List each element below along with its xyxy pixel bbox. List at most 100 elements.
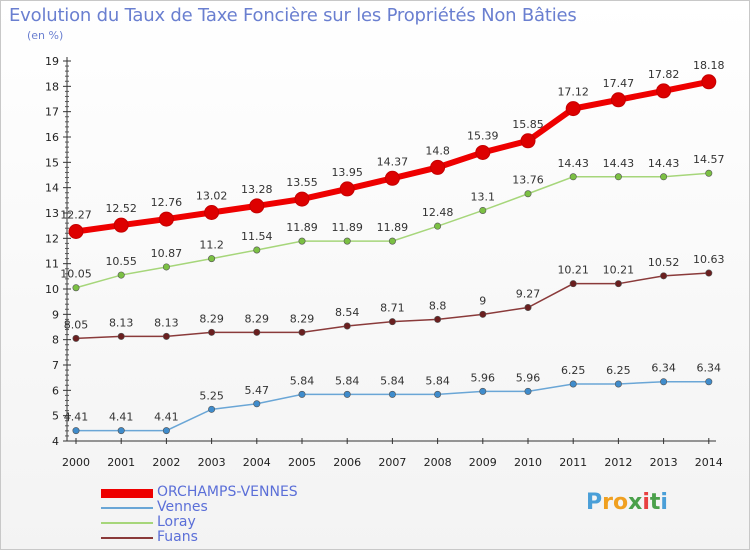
y-tick-label: 19	[45, 55, 59, 68]
data-point	[162, 332, 170, 340]
data-label: 8.54	[335, 306, 360, 319]
chart-title: Evolution du Taux de Taxe Foncière sur l…	[9, 5, 577, 26]
data-point	[162, 263, 170, 271]
data-label: 13.28	[241, 183, 273, 196]
data-point	[298, 390, 306, 398]
data-label: 9	[479, 294, 486, 307]
legend-swatch	[101, 489, 153, 498]
data-label: 8.13	[154, 316, 179, 329]
data-point	[388, 390, 396, 398]
data-point	[72, 284, 80, 292]
data-point	[253, 400, 261, 408]
data-point	[72, 427, 80, 435]
x-tick-label: 2004	[243, 456, 271, 469]
data-point	[705, 378, 713, 386]
data-label: 14.43	[603, 157, 635, 170]
data-label: 10.87	[151, 247, 183, 260]
data-point	[614, 173, 622, 181]
x-tick-label: 2012	[604, 456, 632, 469]
data-point	[701, 74, 717, 90]
data-label: 5.96	[516, 371, 541, 384]
logo-letter: t	[649, 490, 661, 515]
data-point	[614, 280, 622, 288]
data-label: 18.18	[693, 59, 725, 72]
legend-item-vennes: Vennes	[101, 499, 401, 515]
data-label: 10.05	[60, 268, 92, 281]
data-label: 12.48	[422, 206, 454, 219]
data-label: 5.84	[380, 374, 405, 387]
data-point	[117, 427, 125, 435]
data-point	[117, 332, 125, 340]
legend-swatch	[101, 537, 153, 539]
data-point	[660, 272, 668, 280]
y-tick-label: 12	[45, 232, 59, 245]
logo-letter: i	[642, 490, 650, 515]
data-point	[569, 280, 577, 288]
data-label: 8.29	[290, 312, 315, 325]
data-point	[339, 181, 355, 197]
y-tick-label: 11	[45, 258, 59, 271]
x-tick-label: 2006	[333, 456, 361, 469]
data-label: 12.52	[105, 202, 137, 215]
x-tick-label: 2001	[107, 456, 135, 469]
data-label: 14.57	[693, 153, 725, 166]
data-label: 8.29	[199, 312, 224, 325]
y-tick-label: 13	[45, 207, 59, 220]
legend-swatch	[101, 507, 153, 509]
x-tick-label: 2014	[695, 456, 723, 469]
data-point	[660, 378, 668, 386]
y-tick-label: 7	[52, 359, 59, 372]
data-point	[343, 322, 351, 330]
y-tick-label: 5	[52, 410, 59, 423]
y-tick-label: 17	[45, 106, 59, 119]
legend-label: Loray	[157, 514, 196, 530]
data-point	[72, 334, 80, 342]
logo-letter: r	[602, 490, 613, 515]
data-point	[479, 310, 487, 318]
x-tick-label: 2011	[559, 456, 587, 469]
logo-letter: P	[586, 490, 603, 515]
x-tick-label: 2000	[62, 456, 90, 469]
y-tick-label: 14	[45, 182, 59, 195]
data-point	[158, 211, 174, 227]
x-tick-label: 2010	[514, 456, 542, 469]
data-label: 8.05	[64, 318, 89, 331]
data-label: 11.89	[377, 221, 409, 234]
legend-label: ORCHAMPS-VENNES	[157, 484, 298, 500]
data-label: 8.29	[245, 312, 270, 325]
y-tick-label: 15	[45, 156, 59, 169]
data-point	[479, 206, 487, 214]
y-tick-label: 16	[45, 131, 59, 144]
data-point	[208, 255, 216, 263]
data-label: 14.8	[425, 144, 450, 157]
data-label: 6.34	[651, 362, 676, 375]
data-label: 17.47	[603, 77, 635, 90]
data-point	[294, 191, 310, 207]
data-point	[660, 173, 668, 181]
y-tick-label: 10	[45, 283, 59, 296]
data-point	[298, 237, 306, 245]
data-point	[162, 427, 170, 435]
data-point	[614, 380, 622, 388]
data-label: 8.71	[380, 302, 405, 315]
legend-label: Vennes	[157, 499, 208, 515]
x-tick-label: 2008	[424, 456, 452, 469]
data-label: 5.84	[335, 374, 360, 387]
data-label: 10.55	[105, 255, 137, 268]
data-label: 11.54	[241, 230, 273, 243]
data-point	[656, 83, 672, 99]
data-point	[524, 303, 532, 311]
logo-letter: o	[612, 490, 629, 515]
data-point	[253, 328, 261, 336]
data-label: 5.84	[425, 374, 450, 387]
y-tick-label: 4	[52, 435, 59, 448]
data-label: 11.2	[199, 239, 224, 252]
data-point	[434, 222, 442, 230]
data-label: 5.25	[199, 389, 224, 402]
data-point	[520, 133, 536, 149]
y-tick-label: 9	[52, 308, 59, 321]
legend-item-fuans: Fuans	[101, 529, 401, 545]
logo-letter: x	[628, 490, 643, 515]
data-point	[208, 328, 216, 336]
